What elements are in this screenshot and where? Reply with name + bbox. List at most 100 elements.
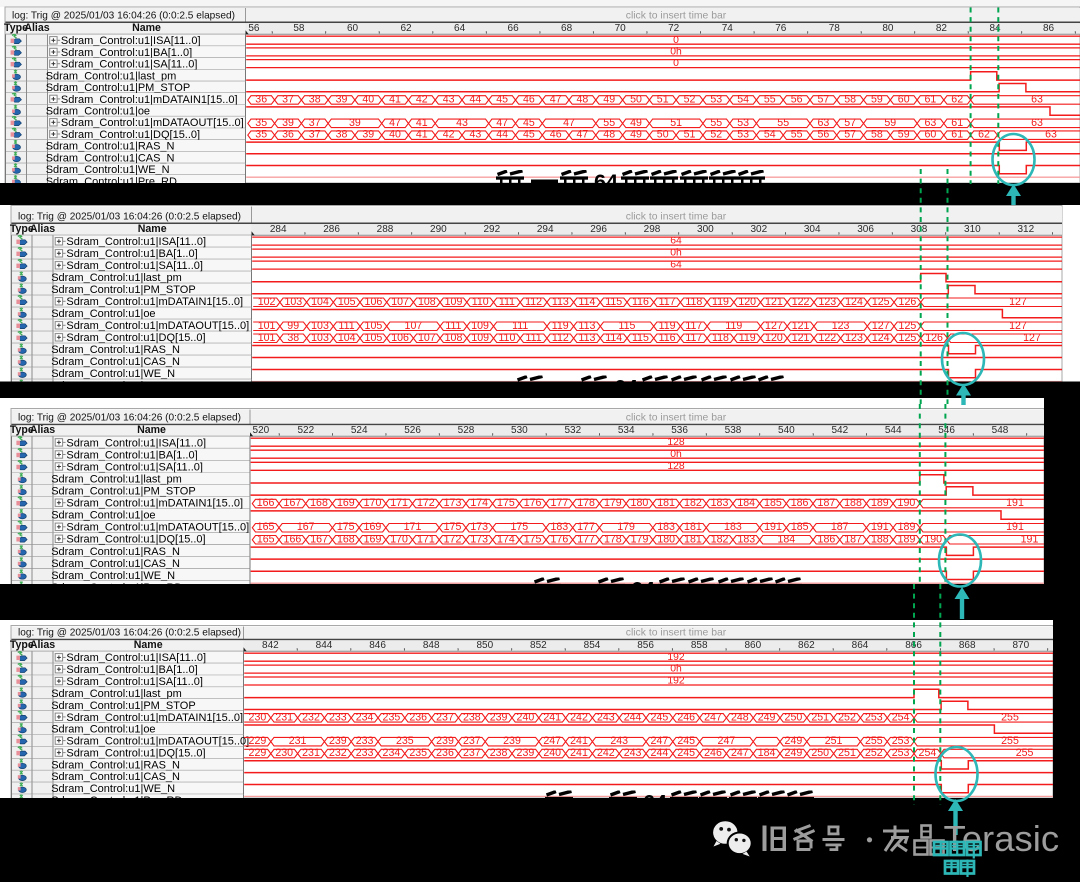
svg-text:192: 192 [667, 676, 685, 687]
svg-text:,: , [891, 225, 894, 236]
svg-text:167: 167 [297, 521, 315, 533]
svg-text:,: , [491, 426, 494, 437]
svg-text:183: 183 [724, 521, 742, 533]
svg-text:173: 173 [470, 521, 488, 533]
svg-text:click to insert time bar: click to insert time bar [626, 212, 727, 223]
svg-text:Sdram_Control:u1|CAS_N: Sdram_Control:u1|CAS_N [46, 152, 175, 164]
svg-text:230: 230 [275, 747, 293, 759]
svg-text:,: , [431, 25, 434, 36]
svg-text:,: , [1046, 642, 1049, 653]
svg-text:842: 842 [262, 640, 279, 651]
svg-text:180: 180 [631, 497, 649, 509]
svg-text:51: 51 [670, 117, 682, 129]
svg-text:,: , [913, 25, 916, 36]
svg-text:64: 64 [594, 170, 618, 194]
svg-text:177: 177 [577, 521, 595, 533]
svg-text:168: 168 [337, 533, 355, 545]
svg-text:187: 187 [818, 497, 836, 509]
svg-text:187: 187 [844, 533, 862, 545]
svg-text:,: , [304, 225, 307, 236]
svg-text:0: 0 [673, 58, 679, 69]
svg-text:243: 243 [624, 747, 642, 759]
svg-text:542: 542 [831, 425, 848, 436]
svg-text:Sdram_Control:u1|mDATAIN1[15..: Sdram_Control:u1|mDATAIN1[15..0] [66, 296, 243, 308]
svg-text:121: 121 [765, 296, 783, 308]
svg-text:105: 105 [365, 320, 383, 332]
svg-text:,: , [457, 642, 460, 653]
svg-text:Sdram_Control:u1|RAS_N: Sdram_Control:u1|RAS_N [46, 141, 175, 153]
svg-text:58: 58 [844, 94, 856, 106]
svg-text:532: 532 [564, 425, 581, 436]
svg-text:304: 304 [804, 224, 821, 235]
svg-text:63: 63 [1031, 94, 1043, 106]
svg-text:Sdram_Control:u1|CAS_N: Sdram_Control:u1|CAS_N [51, 356, 180, 368]
svg-text:Sdram_Control:u1|oe: Sdram_Control:u1|oe [51, 510, 155, 522]
svg-text:45: 45 [523, 129, 535, 141]
svg-text:66: 66 [508, 23, 520, 34]
svg-text:54: 54 [764, 129, 776, 141]
svg-text:72: 72 [668, 23, 680, 34]
svg-text:0h: 0h [670, 449, 682, 460]
svg-text:115: 115 [619, 320, 636, 332]
svg-text:,: , [646, 25, 649, 36]
svg-text:253: 253 [865, 711, 883, 723]
svg-text:Alias: Alias [24, 22, 49, 34]
svg-text:,: , [919, 426, 922, 437]
svg-text:62: 62 [978, 129, 990, 141]
svg-text:56: 56 [818, 129, 830, 141]
svg-text:38: 38 [287, 332, 299, 344]
svg-text:235: 235 [409, 747, 427, 759]
svg-text:Alias: Alias [30, 424, 55, 436]
svg-text:82: 82 [936, 23, 948, 34]
svg-text:53: 53 [737, 129, 749, 141]
svg-text:log: Trig @ 2025/01/03 16:04:2: log: Trig @ 2025/01/03 16:04:26 (0:0:2.5… [18, 628, 241, 639]
svg-text:,: , [1074, 25, 1077, 36]
svg-text:,: , [271, 25, 274, 36]
svg-text:234: 234 [383, 747, 401, 759]
svg-text:log: Trig @ 2025/01/03 16:04:2: log: Trig @ 2025/01/03 16:04:26 (0:0:2.5… [18, 413, 241, 424]
svg-text:57: 57 [844, 117, 856, 129]
svg-text:124: 124 [845, 296, 863, 308]
svg-text:538: 538 [725, 425, 742, 436]
svg-text:231: 231 [302, 747, 320, 759]
svg-text:191: 191 [1021, 533, 1039, 545]
svg-text:240: 240 [543, 747, 561, 759]
svg-text:,: , [324, 25, 327, 36]
svg-text:,: , [539, 25, 542, 36]
svg-text:182: 182 [684, 497, 702, 509]
svg-text:37: 37 [282, 94, 294, 106]
svg-text:,: , [592, 25, 595, 36]
svg-text:59: 59 [898, 129, 910, 141]
svg-text:113: 113 [579, 320, 596, 332]
svg-text:242: 242 [597, 747, 615, 759]
svg-text:,: , [806, 25, 809, 36]
svg-text:50: 50 [657, 129, 669, 141]
svg-text:232: 232 [329, 747, 347, 759]
svg-text:120: 120 [765, 332, 783, 344]
svg-text:,: , [652, 426, 655, 437]
svg-text:51: 51 [657, 94, 669, 106]
svg-text:,: , [510, 642, 513, 653]
svg-text:Sdram_Control:u1|ISA[11..0]: Sdram_Control:u1|ISA[11..0] [66, 652, 206, 664]
svg-text:Type: Type [10, 424, 34, 436]
svg-text:249: 249 [785, 747, 803, 759]
svg-text:80: 80 [882, 23, 894, 34]
svg-text:230: 230 [249, 711, 267, 723]
svg-text:,: , [278, 426, 281, 437]
svg-text:64: 64 [670, 236, 682, 247]
svg-text:50: 50 [630, 94, 642, 106]
svg-text:104: 104 [338, 332, 356, 344]
svg-text:856: 856 [637, 640, 654, 651]
svg-text:Sdram_Control:u1|RAS_N: Sdram_Control:u1|RAS_N [51, 344, 180, 356]
svg-text:59: 59 [884, 117, 896, 129]
svg-text:84: 84 [989, 23, 1001, 34]
svg-text:39: 39 [349, 117, 361, 129]
svg-text:117: 117 [685, 320, 702, 332]
svg-text:60: 60 [898, 94, 910, 106]
svg-text:113: 113 [552, 296, 569, 308]
svg-text:47: 47 [389, 117, 401, 129]
svg-text:250: 250 [785, 711, 803, 723]
svg-text:,: , [357, 225, 360, 236]
svg-text:127: 127 [1009, 296, 1027, 308]
svg-text:854: 854 [584, 640, 601, 651]
